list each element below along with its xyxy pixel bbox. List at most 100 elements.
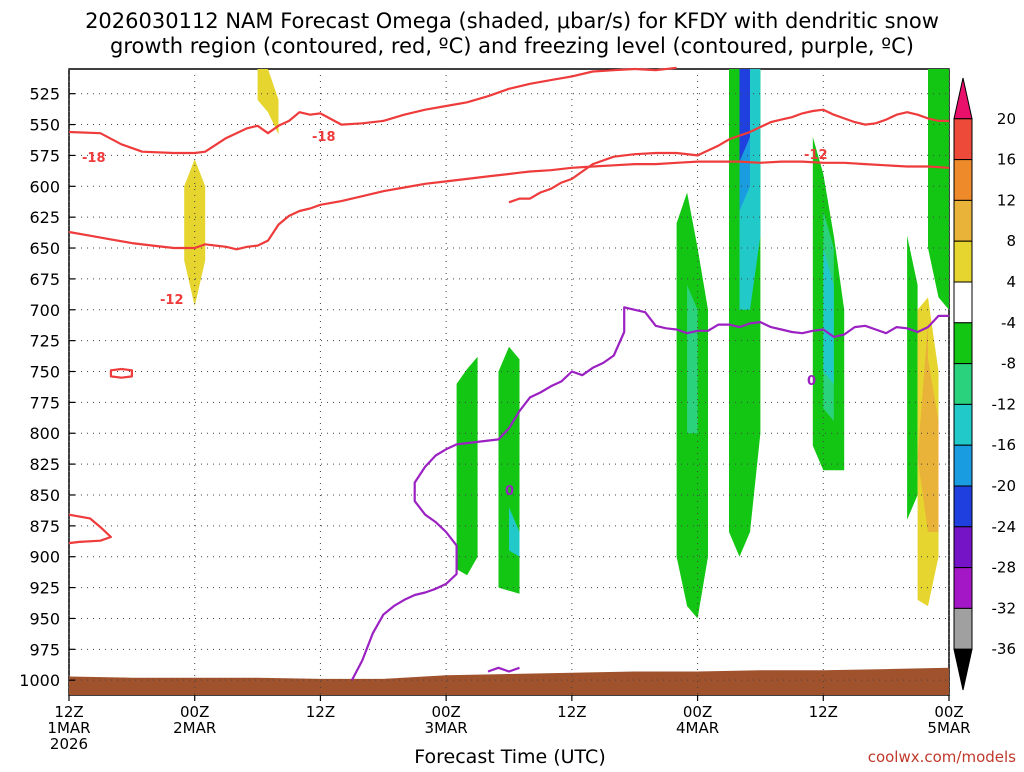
contour-small-12-c-loop [109, 367, 133, 379]
y-tick-label-850: 850 [29, 486, 60, 505]
x-tick-label-24-0: 12Z [306, 703, 335, 721]
colorbar-label-12: -32 [992, 599, 1017, 617]
colorbar-label-4: 4 [1006, 273, 1016, 291]
contour-label-minus18-left: -18 [82, 151, 106, 166]
colorbar-label-11: -28 [992, 559, 1017, 577]
contour-label-zero-right: 0 [807, 374, 816, 389]
colorbar-label-7: -12 [992, 395, 1017, 413]
contour-layer [68, 66, 950, 681]
colorbar-label-9: -20 [992, 477, 1017, 495]
x-tick-label-12-1: 2MAR [173, 719, 216, 737]
colorbar-swatch-0 [953, 77, 973, 120]
y-tick-label-825: 825 [29, 455, 60, 474]
colorbar-swatch-3 [953, 199, 973, 242]
chart-title-line-1: 2026030112 NAM Forecast Omega (shaded, μ… [85, 9, 939, 33]
y-tick-label-950: 950 [29, 609, 60, 628]
x-tick-label-84-0: 00Z [934, 703, 963, 721]
contour-small-0-c-wiggle [487, 666, 520, 673]
omega-area-omega-4-band-a [456, 356, 478, 576]
omega-area-omega-12-core-b [509, 507, 520, 557]
contour-dgz-18-c-lower-branch [508, 108, 949, 204]
contour-closed-12-c-contour-low-levels [68, 513, 112, 545]
y-tick-label-675: 675 [29, 270, 60, 289]
y-axis-ticks: 525 550 575 600 625 650 675 700 725 750 775 800 825 8… [19, 85, 75, 690]
x-tick-label-72-0: 12Z [809, 703, 838, 721]
grid-layer [68, 69, 950, 695]
y-tick-label-750: 750 [29, 363, 60, 382]
x-tick-label-12-0: 00Z [180, 703, 209, 721]
colorbar-swatch-14 [953, 648, 973, 691]
y-tick-label-550: 550 [29, 116, 60, 135]
contour-label-minus12-left: -12 [160, 293, 184, 308]
omega-shading-layer [184, 69, 949, 619]
colorbar-swatch-6 [953, 322, 973, 365]
colorbar-swatch-7 [953, 363, 973, 405]
colorbar-swatch-11 [953, 526, 973, 569]
terrain-area [69, 667, 949, 695]
colorbar-swatch-5 [953, 281, 973, 324]
x-tick-label-60-0: 00Z [683, 703, 712, 721]
y-tick-label-725: 725 [29, 332, 60, 351]
colorbar-label-8: -16 [992, 436, 1017, 454]
y-tick-label-900: 900 [29, 548, 60, 567]
x-axis-label: Forecast Time (UTC) [414, 746, 605, 768]
colorbar-swatch-8 [953, 403, 973, 446]
credit-text: coolwx.com/models [868, 748, 1016, 766]
contour-label-zero-left: 0 [505, 484, 514, 499]
y-tick-label-525: 525 [29, 85, 60, 104]
chart-title-line-2: growth region (contoured, red, ºC) and f… [110, 34, 914, 58]
terrain-layer [69, 667, 949, 695]
colorbar-label-0: 20 [997, 110, 1016, 128]
colorbar-label-3: 8 [1006, 232, 1016, 250]
y-tick-label-575: 575 [29, 146, 60, 165]
contour-freezing-level-0-c [350, 306, 949, 681]
contour-label-minus12-right: -12 [804, 148, 828, 163]
colorbar-swatch-2 [953, 159, 973, 201]
y-tick-label-875: 875 [29, 517, 60, 536]
y-tick-label-975: 975 [29, 640, 60, 659]
x-tick-label-60-1: 4MAR [676, 719, 719, 737]
x-tick-label-48-0: 12Z [557, 703, 586, 721]
colorbar-label-1: 16 [997, 151, 1016, 169]
y-tick-label-700: 700 [29, 301, 60, 320]
x-tick-label-36-0: 00Z [431, 703, 460, 721]
x-tick-label-0-1: 1MAR [47, 719, 90, 737]
colorbar-swatch-12 [953, 567, 973, 609]
omega-area-omega-4-band-18z-1mar [257, 69, 279, 135]
contour-label-minus18-mid: -18 [312, 130, 336, 145]
omega-area-omega-8-core-5mar [917, 322, 939, 532]
colorbar-swatch-13 [953, 607, 973, 650]
y-tick-label-625: 625 [29, 208, 60, 227]
x-tick-label-0-0: 12Z [54, 703, 83, 721]
colorbar: 20 16 12 8 4 -4 -8 -12 -16 -20 -24 -28 -32 -36 [953, 77, 1017, 691]
omega-area-omega-20-core-d [739, 69, 750, 162]
x-tick-label-0-2: 2026 [50, 735, 88, 753]
omega-area-omega-4-band-00z-2mar [184, 159, 206, 307]
omega-area-omega-12-core-e [823, 248, 834, 384]
colorbar-label-10: -24 [992, 518, 1017, 536]
omega-area-omega-4-band-g-4mar-21z [928, 69, 949, 310]
contour-label-layer: -18 -18 -12 -12 0 0 [82, 130, 828, 499]
y-tick-label-650: 650 [29, 239, 60, 258]
colorbar-label-5: -4 [1001, 314, 1016, 332]
y-tick-label-1000: 1000 [19, 671, 60, 690]
colorbar-label-13: -36 [992, 640, 1017, 658]
colorbar-label-6: -8 [1001, 355, 1016, 373]
x-tick-label-84-1: 5MAR [927, 719, 970, 737]
y-tick-label-800: 800 [29, 424, 60, 443]
y-tick-label-925: 925 [29, 579, 60, 598]
colorbar-swatch-10 [953, 485, 973, 528]
contour-dgz-upper-edge-18-c [68, 66, 677, 155]
colorbar-swatch-1 [953, 118, 973, 161]
contour-dgz-lower-edge-12-c [68, 160, 950, 251]
omega-area-omega-8-core-c [687, 285, 698, 434]
y-tick-label-600: 600 [29, 177, 60, 196]
colorbar-swatch-4 [953, 240, 973, 283]
x-tick-label-36-1: 3MAR [425, 719, 468, 737]
colorbar-label-2: 12 [997, 191, 1016, 209]
y-tick-label-775: 775 [29, 393, 60, 412]
omega-area-omega-4-band-f-4mar-18z [907, 235, 918, 520]
